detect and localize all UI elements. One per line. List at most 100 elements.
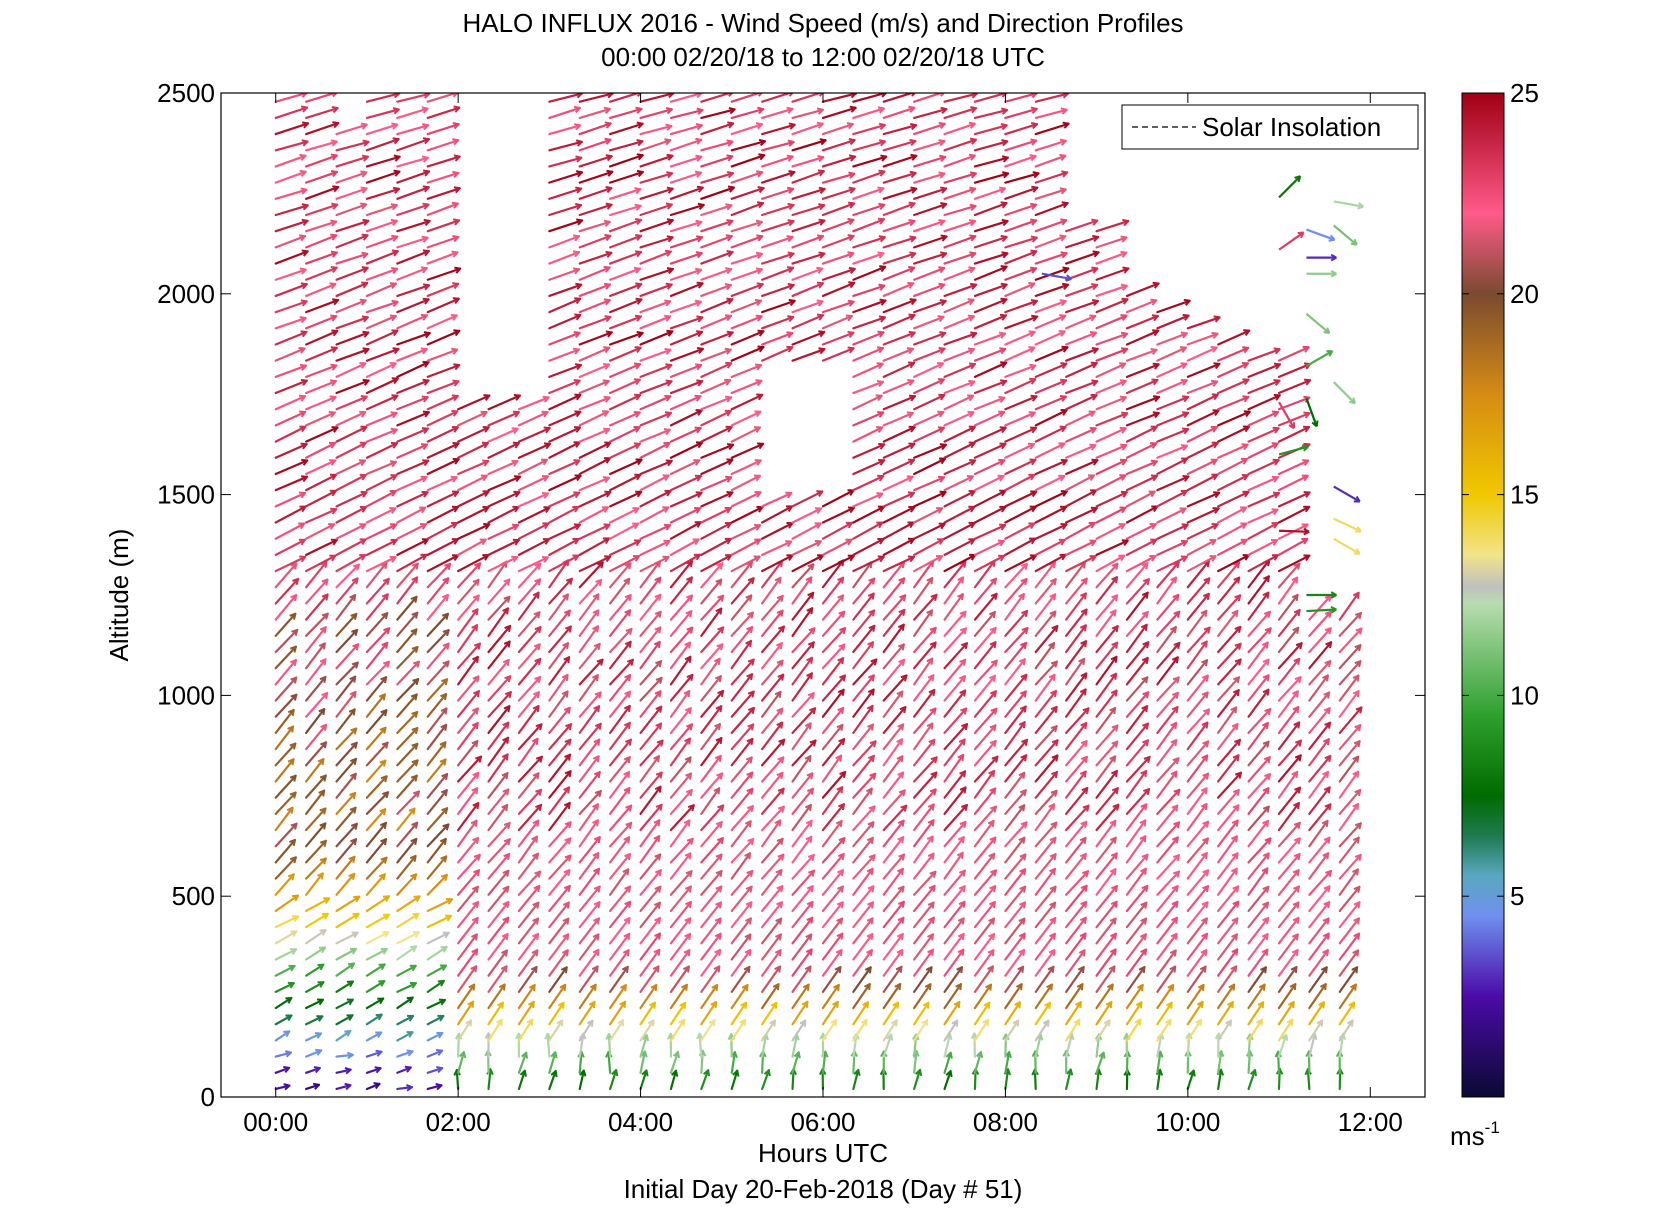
wind-vector xyxy=(1036,540,1065,555)
wind-vector xyxy=(884,332,915,345)
wind-vector xyxy=(397,124,428,134)
wind-vector xyxy=(1157,300,1189,312)
wind-vector xyxy=(397,138,429,150)
wind-vector xyxy=(276,524,304,539)
wind-vector xyxy=(1334,519,1361,532)
wind-vector xyxy=(519,460,547,474)
wind-vector xyxy=(975,333,1005,345)
wind-vector xyxy=(580,740,600,766)
wind-vector xyxy=(489,540,519,555)
wind-vector xyxy=(580,397,610,409)
wind-vector xyxy=(549,349,579,361)
wind-vector xyxy=(1188,333,1218,345)
wind-vector xyxy=(549,556,578,572)
wind-vector xyxy=(914,524,945,539)
wind-vector xyxy=(367,220,397,231)
wind-vector xyxy=(1005,594,1024,620)
wind-vector xyxy=(671,252,702,263)
wind-vector xyxy=(1218,396,1248,409)
wind-vector xyxy=(367,108,399,118)
wind-vector xyxy=(1188,934,1207,960)
wind-vector xyxy=(1036,460,1067,474)
wind-vector xyxy=(884,443,915,457)
wind-vector xyxy=(1036,643,1054,668)
wind-vector xyxy=(945,220,975,231)
wind-vector xyxy=(306,412,335,425)
colorbar-tick-label: 25 xyxy=(1510,78,1539,108)
wind-vector xyxy=(1036,804,1054,830)
wind-vector xyxy=(823,950,842,976)
x-tick-label: 10:00 xyxy=(1155,1107,1220,1137)
wind-vector xyxy=(671,331,702,344)
wind-vector xyxy=(823,252,853,263)
wind-vector xyxy=(306,396,335,409)
wind-vector xyxy=(580,458,610,474)
wind-vector xyxy=(276,220,308,231)
wind-vector xyxy=(884,476,913,490)
wind-vector xyxy=(914,140,944,150)
wind-vector xyxy=(671,187,703,199)
wind-vector xyxy=(1218,363,1248,377)
wind-vector xyxy=(1306,271,1336,277)
wind-vector xyxy=(1334,382,1355,403)
wind-vector xyxy=(641,251,671,264)
wind-vector xyxy=(853,493,882,506)
wind-vector xyxy=(1218,949,1237,975)
wind-vector xyxy=(823,756,841,782)
wind-vector xyxy=(549,171,582,182)
wind-vector xyxy=(853,285,884,296)
wind-vector xyxy=(1127,443,1156,458)
wind-vector xyxy=(367,508,395,522)
wind-vector xyxy=(397,250,428,263)
wind-vector xyxy=(1188,427,1217,442)
wind-vector xyxy=(701,508,730,523)
wind-vector xyxy=(1097,524,1125,539)
wind-vector xyxy=(428,933,449,944)
wind-vector xyxy=(1306,314,1329,333)
wind-vector xyxy=(549,1071,556,1089)
wind-vector xyxy=(1097,268,1129,280)
wind-vector xyxy=(489,918,509,944)
wind-vector xyxy=(853,556,883,571)
wind-vector xyxy=(428,1050,442,1057)
wind-vector xyxy=(428,1033,443,1041)
wind-vector xyxy=(1097,252,1127,264)
wind-vector xyxy=(671,221,701,231)
wind-vector xyxy=(823,301,854,312)
wind-vector xyxy=(276,106,307,117)
wind-vector xyxy=(1036,950,1055,976)
wind-vector xyxy=(458,443,488,458)
wind-vector xyxy=(367,301,398,312)
wind-vector xyxy=(1097,508,1126,523)
wind-vector xyxy=(1157,380,1186,393)
wind-vector xyxy=(853,266,885,280)
wind-vector xyxy=(337,396,367,409)
wind-vector xyxy=(397,237,427,248)
wind-vector xyxy=(1279,363,1310,376)
wind-vector xyxy=(306,627,326,652)
x-tick-label: 02:00 xyxy=(426,1107,491,1137)
wind-vector xyxy=(793,658,813,685)
wind-vector xyxy=(732,476,760,491)
wind-vector xyxy=(610,459,641,474)
wind-vector xyxy=(428,491,458,506)
wind-vector xyxy=(945,139,976,151)
wind-vector xyxy=(701,539,730,555)
wind-vector xyxy=(1097,949,1116,975)
wind-vector xyxy=(1127,364,1159,377)
wind-vector xyxy=(1036,123,1069,134)
wind-vector xyxy=(1340,772,1358,798)
wind-vector xyxy=(914,918,934,944)
wind-vector xyxy=(337,949,356,960)
wind-vector xyxy=(397,170,429,182)
wind-vector xyxy=(489,723,509,749)
wind-vector xyxy=(732,540,760,555)
wind-vector xyxy=(671,492,702,506)
wind-vector xyxy=(367,330,397,344)
wind-vector xyxy=(397,477,426,490)
wind-vector xyxy=(732,235,763,247)
wind-vector xyxy=(397,397,427,410)
wind-vector xyxy=(641,139,671,150)
wind-vector xyxy=(1005,251,1036,264)
wind-vector xyxy=(914,235,946,247)
